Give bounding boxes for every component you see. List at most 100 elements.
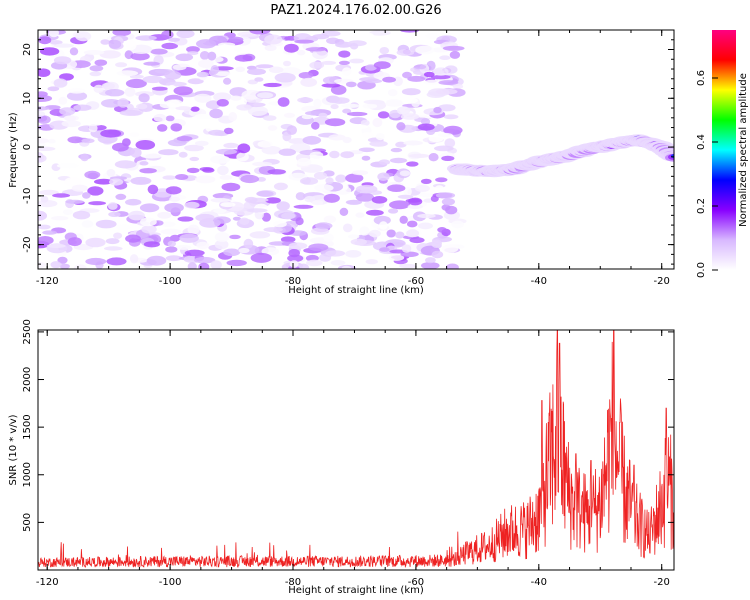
heatmap-noise-blob [444, 138, 456, 148]
heatmap-noise-blob [252, 161, 273, 167]
heatmap-noise-blob [400, 251, 419, 258]
snr-panel: -120 -100 -80 -60 -40 -205001000150020002500 … [8, 319, 675, 596]
heatmap-noise-blob [381, 36, 392, 43]
heatmap-noise-blob [95, 219, 117, 229]
heatmap-noise-blob [387, 89, 398, 97]
heatmap-noise-blob [372, 117, 383, 128]
heatmap-noise-blob [414, 64, 427, 70]
heatmap-x-tick-label: -20 [654, 276, 670, 287]
heatmap-noise-blob [302, 135, 322, 145]
heatmap-y-axis-label: Frequency (Hz) [8, 112, 19, 188]
heatmap-noise-blob [105, 89, 125, 97]
heatmap-noise-blob [173, 86, 193, 96]
heatmap-noise-blob [256, 177, 266, 182]
heatmap-noise-blob [244, 196, 258, 203]
snr-series-line [38, 330, 674, 568]
heatmap-noise-blob [306, 259, 323, 267]
heatmap-noise-blob [187, 51, 199, 56]
heatmap-noise-blob [199, 51, 210, 60]
heatmap-noise-blob [223, 127, 234, 135]
heatmap-noise-blob [434, 145, 454, 152]
heatmap-noise-blob [85, 237, 106, 248]
heatmap-noise-blob [169, 196, 181, 202]
heatmap-cells [38, 30, 674, 269]
heatmap-noise-blob [186, 167, 200, 174]
heatmap-noise-blob [395, 231, 405, 239]
heatmap-noise-blob [386, 229, 396, 238]
snr-y-tick-label: 2500 [22, 319, 33, 344]
heatmap-noise-blob [451, 220, 465, 229]
heatmap-noise-blob [396, 122, 406, 131]
snr-x-tick-label: -60 [408, 577, 424, 588]
heatmap-noise-blob [226, 259, 247, 267]
colorbar-tick-label: 0.6 [696, 70, 707, 86]
heatmap-noise-blob [150, 48, 168, 55]
heatmap-noise-blob [190, 106, 200, 112]
heatmap-noise-blob [116, 70, 139, 77]
heatmap-noise-blob [223, 142, 239, 149]
heatmap-noise-blob [442, 45, 465, 51]
heatmap-noise-blob [148, 250, 163, 256]
heatmap-noise-blob [196, 71, 209, 78]
heatmap-noise-blob [355, 192, 375, 202]
heatmap-x-tick-label: -80 [285, 276, 301, 287]
colorbar-tick-label: 0.4 [696, 134, 707, 150]
heatmap-noise-blob [172, 64, 187, 71]
heatmap-noise-blob [365, 64, 377, 71]
heatmap-noise-blob [40, 195, 49, 203]
heatmap-noise-blob [229, 234, 241, 240]
heatmap-noise-blob [406, 220, 418, 228]
heatmap-noise-blob [67, 237, 82, 247]
heatmap-noise-blob [175, 53, 194, 62]
heatmap-noise-blob [64, 177, 82, 187]
heatmap-noise-blob [176, 30, 195, 39]
heatmap-noise-blob [162, 175, 177, 180]
heatmap-noise-blob [286, 125, 297, 135]
heatmap-noise-blob [88, 124, 98, 133]
heatmap-noise-blob [243, 238, 254, 249]
heatmap-noise-blob [295, 217, 304, 226]
heatmap-noise-blob [294, 39, 314, 44]
heatmap-noise-blob [359, 226, 370, 236]
heatmap-noise-blob [321, 83, 341, 88]
heatmap-noise-blob [425, 32, 440, 39]
heatmap-noise-blob [301, 114, 313, 120]
heatmap-noise-blob [246, 102, 266, 108]
heatmap-noise-blob [431, 250, 444, 259]
snr-y-axis-label: SNR (10 * v/v) [8, 414, 19, 485]
heatmap-noise-blob [267, 125, 278, 131]
heatmap-noise-blob [161, 42, 178, 50]
heatmap-noise-blob [345, 81, 357, 88]
heatmap-noise-blob [246, 208, 268, 213]
heatmap-noise-blob [158, 149, 179, 156]
colorbar-ticks: 0.0 0.2 0.4 0.6 [696, 70, 718, 278]
heatmap-noise-blob [441, 198, 455, 206]
heatmap-noise-blob [236, 104, 252, 111]
heatmap-noise-blob [256, 190, 274, 197]
heatmap-noise-blob [38, 236, 54, 245]
heatmap-noise-blob [349, 124, 369, 129]
heatmap-noise-blob [51, 216, 69, 221]
heatmap-noise-blob [82, 119, 104, 126]
heatmap-y-tick-label: 0 [22, 144, 33, 150]
heatmap-y-tick-label: 20 [22, 43, 33, 56]
heatmap-noise-blob [215, 71, 231, 76]
heatmap-noise-blob [56, 163, 79, 169]
heatmap-noise-blob [195, 213, 215, 222]
heatmap-noise-blob [209, 108, 223, 119]
heatmap-noise-blob [105, 238, 120, 245]
heatmap-noise-blob [208, 129, 226, 136]
heatmap-noise-blob [352, 170, 369, 176]
heatmap-noise-blob [355, 212, 365, 218]
heatmap-noise-blob [196, 241, 210, 250]
heatmap-noise-blob [130, 147, 142, 158]
heatmap-noise-blob [397, 194, 414, 199]
heatmap-noise-blob [58, 96, 68, 105]
snr-x-tick-label: -120 [36, 577, 59, 588]
heatmap-noise-blob [338, 60, 350, 65]
heatmap-noise-blob [389, 157, 408, 164]
heatmap-noise-blob [361, 32, 374, 38]
heatmap-noise-blob [265, 197, 281, 204]
heatmap-noise-blob [141, 225, 157, 234]
heatmap-noise-blob [104, 246, 123, 251]
